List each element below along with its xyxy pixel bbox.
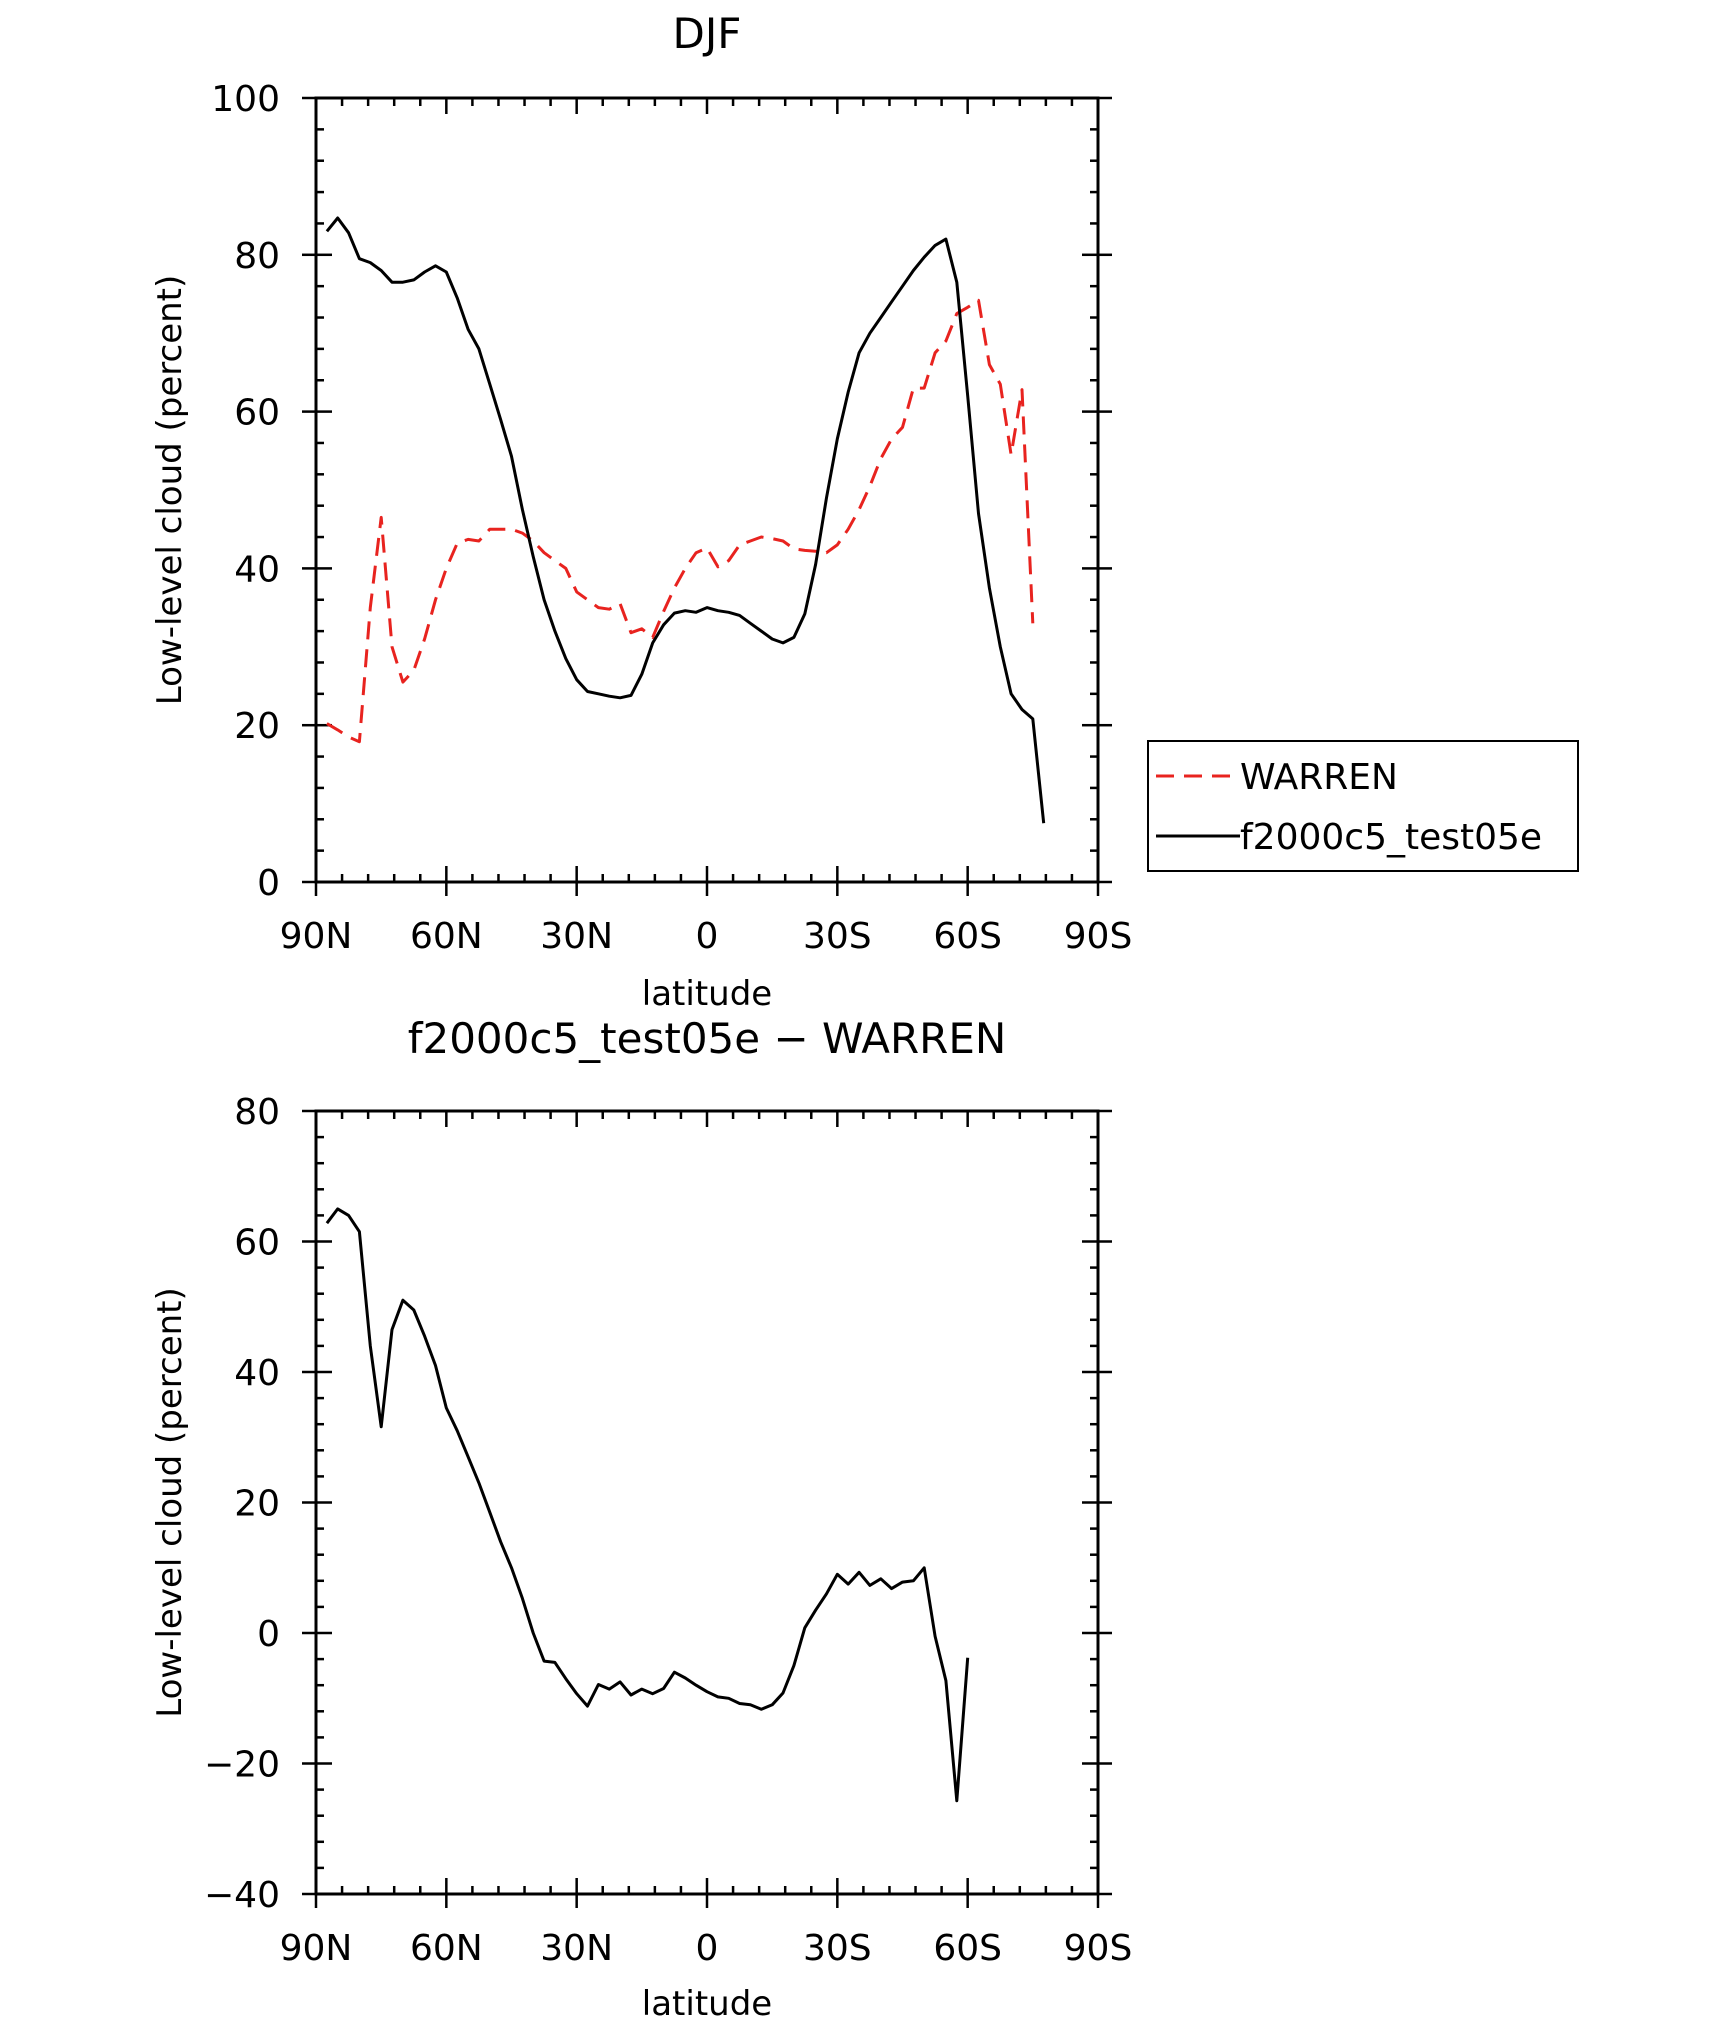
legend: WARREN f2000c5_test05e [1147,740,1579,872]
y-tick-label: 0 [257,1614,280,1655]
x-tick-label: 60N [410,916,483,957]
x-tick-label: 30S [803,916,872,957]
chart-title: DJF [673,9,742,58]
plot-frame [314,96,1100,884]
plot-frame [314,1109,1100,1896]
x-tick-label: 90S [1064,1928,1133,1969]
legend-box [1147,740,1579,872]
y-tick-label: 20 [234,706,280,747]
x-tick-label: 30N [540,1928,613,1969]
y-tick-label: 40 [234,549,280,590]
top-panel: DJF 90N 60N 30N 0 30S 60S 90S 0 20 40 60 80 100 latitu… [150,9,1579,1014]
y-tick-label: 0 [257,863,280,904]
y-tick-label: −20 [204,1745,280,1786]
legend-label: WARREN [1240,757,1398,798]
y-tick-label: −40 [204,1875,280,1916]
x-axis-label: latitude [642,1984,772,2021]
x-tick-label: 90N [280,1928,353,1969]
x-tick-label: 0 [696,916,719,957]
x-tick-label: 30S [803,1928,872,1969]
x-tick-label: 30N [540,916,613,957]
x-axis-label: latitude [642,974,772,1014]
y-tick-label: 100 [211,79,280,120]
x-tick-label: 90N [280,916,353,957]
series-line [325,216,1046,824]
x-tick-label: 60N [410,1928,483,1969]
y-axis-label: Low-level cloud (percent) [150,1287,190,1718]
y-tick-label: 80 [234,1092,280,1133]
y-tick-label: 20 [234,1484,280,1525]
bottom-panel: f2000c5_test05e − WARREN 90N 60N 30N 0 30S 60S… [150,1014,1132,2021]
x-tick-label: 0 [696,1928,719,1969]
x-tick-label: 60S [933,916,1002,957]
y-axis-label: Low-level cloud (percent) [150,275,190,706]
x-tick-label: 90S [1064,916,1133,957]
series-line [325,1207,970,1803]
y-tick-label: 60 [234,1223,280,1264]
y-tick-label: 40 [234,1353,280,1394]
legend-label: f2000c5_test05e [1240,817,1542,858]
y-tick-label: 80 [234,236,280,277]
x-tick-label: 60S [933,1928,1002,1969]
series-line [326,298,1035,744]
y-tick-label: 60 [234,393,280,434]
chart-title: f2000c5_test05e − WARREN [408,1014,1007,1063]
